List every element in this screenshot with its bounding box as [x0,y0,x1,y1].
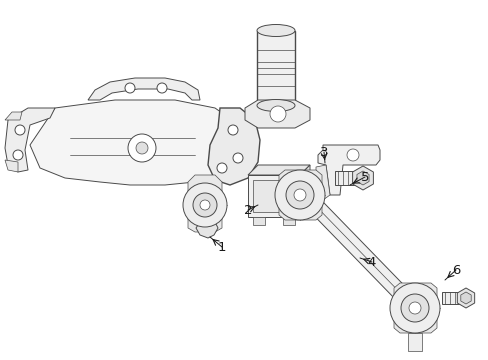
Circle shape [400,294,428,322]
Circle shape [293,189,305,201]
Polygon shape [393,283,436,302]
Ellipse shape [257,99,294,112]
Polygon shape [456,288,474,308]
Circle shape [227,125,238,135]
Circle shape [157,83,167,93]
Circle shape [389,283,439,333]
Text: 2: 2 [243,203,252,216]
Polygon shape [5,160,18,172]
Polygon shape [279,201,321,220]
Circle shape [285,181,313,209]
Polygon shape [5,112,22,120]
Polygon shape [30,100,240,185]
Polygon shape [88,78,200,100]
Polygon shape [460,292,470,304]
Polygon shape [244,100,309,128]
Circle shape [13,150,23,160]
Polygon shape [247,165,309,175]
Polygon shape [352,166,373,190]
Bar [252,180,294,212]
Polygon shape [5,108,55,172]
Polygon shape [187,175,222,195]
Bar [252,217,264,225]
Circle shape [232,153,243,163]
Circle shape [183,183,226,227]
Circle shape [128,134,156,162]
Bar [407,333,421,351]
Bar [247,175,299,217]
Text: 1: 1 [217,240,226,253]
Text: 5: 5 [360,171,368,184]
Polygon shape [393,314,436,333]
Circle shape [200,200,209,210]
Polygon shape [279,170,321,189]
Polygon shape [317,145,379,195]
Bar [257,31,294,105]
Polygon shape [299,165,309,217]
Circle shape [193,193,217,217]
Bar [334,171,362,185]
Circle shape [15,125,25,135]
Polygon shape [207,108,260,185]
Polygon shape [196,222,218,238]
Circle shape [217,163,226,173]
Polygon shape [187,215,222,232]
Polygon shape [356,171,368,185]
Bar [283,217,294,225]
Circle shape [136,142,148,154]
Text: 6: 6 [451,264,459,276]
Text: 4: 4 [367,256,375,269]
Circle shape [408,302,420,314]
Circle shape [274,170,325,220]
Circle shape [269,106,285,122]
Circle shape [346,149,358,161]
Polygon shape [315,165,329,200]
Ellipse shape [257,24,294,36]
Polygon shape [304,194,420,314]
Text: 3: 3 [319,145,327,158]
Bar [441,292,465,304]
Circle shape [125,83,135,93]
